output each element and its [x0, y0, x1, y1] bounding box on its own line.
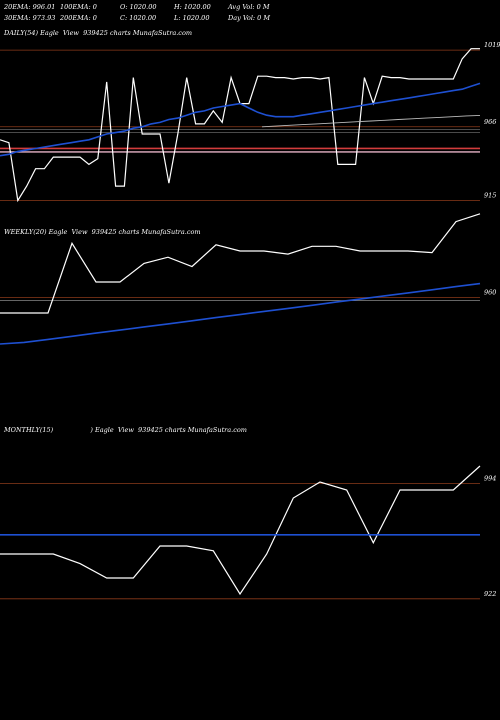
close-label: C: 1020.00 [120, 14, 157, 22]
ema200-label: 200EMA: 0 [60, 14, 97, 22]
ema_slow-series-line [261, 114, 481, 128]
high-label: H: 1020.00 [174, 3, 211, 11]
y-tick-label: 960 [484, 289, 496, 297]
price-series-line [0, 465, 481, 596]
y-tick-label: 966 [484, 118, 496, 126]
y-tick-label: 915 [484, 192, 496, 200]
ema-series-line [0, 82, 481, 157]
monthly-panel-title: MONTHLY(15) ) Eagle View 939425 charts M… [4, 426, 247, 434]
open-label: O: 1020.00 [120, 3, 157, 11]
y-tick-label: 1019 [484, 41, 500, 49]
y-tick-label: 994 [484, 475, 496, 483]
ema-series-line [0, 282, 481, 345]
ema30-label: 30EMA: 973.93 [4, 14, 56, 22]
ema20-label: 20EMA: 996.01 [4, 3, 56, 11]
price-series-line [0, 48, 480, 203]
ema100-label: 100EMA: 0 [60, 3, 97, 11]
avg-vol-label: Avg Vol: 0 M [228, 3, 270, 11]
y-tick-label: 922 [484, 590, 496, 598]
low-label: L: 1020.00 [174, 14, 210, 22]
price-series-line [0, 213, 481, 314]
day-vol-label: Day Vol: 0 M [228, 14, 271, 22]
daily-panel-title: DAILY(54) Eagle View 939425 charts Munaf… [4, 29, 193, 37]
weekly-panel-title: WEEKLY(20) Eagle View 939425 charts Muna… [4, 228, 201, 236]
